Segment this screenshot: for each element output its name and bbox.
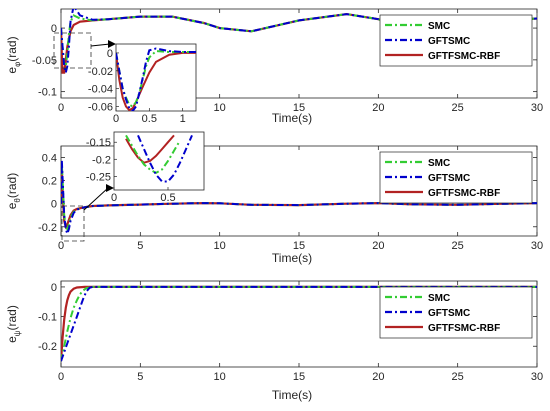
series-smc	[61, 285, 537, 362]
series-gftsmc	[61, 159, 537, 236]
x-tick-label: 30	[531, 240, 543, 252]
y-tick-label: 0.4	[42, 153, 57, 165]
x-tick-label: 5	[137, 240, 143, 252]
legend-label: SMC	[428, 158, 450, 169]
y-tick-label: 0	[51, 282, 57, 294]
y-axis-label-unit: (rad)	[5, 36, 19, 61]
inset-y-tick-label: -0.04	[88, 84, 113, 96]
legend-label: GFTFSMC-RBF	[428, 323, 500, 334]
zoom-arrow	[90, 43, 111, 47]
y-tick-label: 0	[51, 199, 57, 211]
inset-series-smc	[125, 134, 181, 175]
legend-label: GFTFSMC-RBF	[428, 188, 500, 199]
x-tick-label: 10	[214, 102, 226, 114]
inset-1: 0 0.5 1 0 -0.02 -0.04 -0.06	[88, 43, 197, 125]
inset-series-gftsmc	[116, 47, 196, 111]
x-tick-label: 10	[214, 240, 226, 252]
y-axis-label-sub: θ	[13, 198, 22, 203]
inset-series-gftsmc	[137, 134, 193, 183]
x-tick-label: 30	[531, 102, 543, 114]
x-tick-label: 20	[372, 102, 384, 114]
inset-y-tick-label: -0.25	[86, 171, 111, 183]
inset-x-tick-label: 1	[180, 113, 186, 125]
inset-y-tick-label: -0.15	[86, 137, 111, 149]
y-tick-label: 0.2	[42, 176, 57, 188]
zoom-arrow	[83, 187, 109, 211]
y-axis-label-unit: (rad)	[5, 305, 19, 330]
y-axis-label-main: e	[5, 202, 19, 209]
panel-2: 0 5 10 15 20 25 300.40.20-0.2Time(s)eθ(rad)SMC…	[5, 131, 543, 265]
x-tick-label: 10	[214, 371, 226, 383]
x-axis-label: Time(s)	[272, 388, 312, 402]
inset-x-tick-label: 0	[113, 113, 119, 125]
y-axis-label-sub: φ	[13, 62, 22, 67]
x-tick-label: 15	[293, 240, 305, 252]
x-tick-label: 0	[58, 371, 64, 383]
series-gftsmc	[61, 285, 537, 362]
zoom-arrowhead	[106, 184, 114, 192]
x-tick-label: 15	[293, 371, 305, 383]
inset-2: 0 0.5 -0.15 -0.2 -0.25	[86, 131, 205, 204]
legend-label: SMC	[428, 293, 450, 304]
legend-label: GFTSMC	[428, 308, 470, 319]
inset-frame	[115, 43, 197, 112]
y-tick-label: -0.1	[38, 312, 57, 324]
inset-y-tick-label: -0.06	[88, 102, 113, 114]
inset-y-tick-label: 0	[107, 48, 113, 60]
x-tick-label: 15	[293, 102, 305, 114]
y-tick-label: 0	[51, 23, 57, 35]
x-tick-label: 0	[58, 102, 64, 114]
inset-x-tick-label: 0.5	[160, 192, 175, 204]
y-tick-label: -0.2	[38, 222, 57, 234]
y-tick-label: -0.2	[38, 341, 57, 353]
y-axis-label-unit: (rad)	[5, 173, 19, 198]
x-tick-label: 25	[452, 371, 464, 383]
x-axis-label: Time(s)	[272, 111, 312, 125]
y-tick-label: -0.05	[32, 55, 57, 67]
y-axis-label-main: e	[5, 336, 19, 343]
legend-label: SMC	[428, 21, 450, 32]
panel-3: 0 5 10 15 20 25 30 0 -0.1 -0.2 Time(s) eψ(rad) SMC GF…	[5, 280, 543, 402]
legend-label: GFTFSMC-RBF	[428, 51, 500, 62]
x-tick-label: 5	[137, 371, 143, 383]
inset-x-tick-label: 0.5	[142, 113, 157, 125]
inset-y-tick-label: -0.02	[88, 66, 113, 78]
inset-y-tick-label: -0.2	[92, 154, 111, 166]
inset-series-gftfsmc-rbf	[125, 134, 175, 164]
x-tick-label: 30	[531, 371, 543, 383]
y-tick-label: -0.1	[38, 87, 57, 99]
legend-label: GFTSMC	[428, 173, 470, 184]
y-axis-label-main: e	[5, 67, 19, 74]
x-tick-label: 20	[372, 371, 384, 383]
zoom-arrowhead	[108, 40, 116, 48]
x-tick-label: 25	[452, 240, 464, 252]
y-axis-label: eθ(rad)	[5, 173, 22, 209]
inset-x-tick-label: 0	[111, 192, 117, 204]
x-tick-label: 0	[58, 240, 64, 252]
y-axis-label: eφ(rad)	[5, 36, 22, 73]
zoom-region	[53, 32, 92, 69]
legend-label: GFTSMC	[428, 36, 470, 47]
x-tick-label: 25	[452, 102, 464, 114]
y-axis-label-sub: ψ	[13, 330, 22, 336]
panel-1: 0510152025300-0.05-0.1Time(s)eφ(rad)SMCG…	[5, 8, 543, 125]
x-axis-label: Time(s)	[272, 251, 312, 265]
zoom-region	[61, 205, 85, 242]
y-axis-label: eψ(rad)	[5, 305, 22, 343]
x-tick-label: 20	[372, 240, 384, 252]
